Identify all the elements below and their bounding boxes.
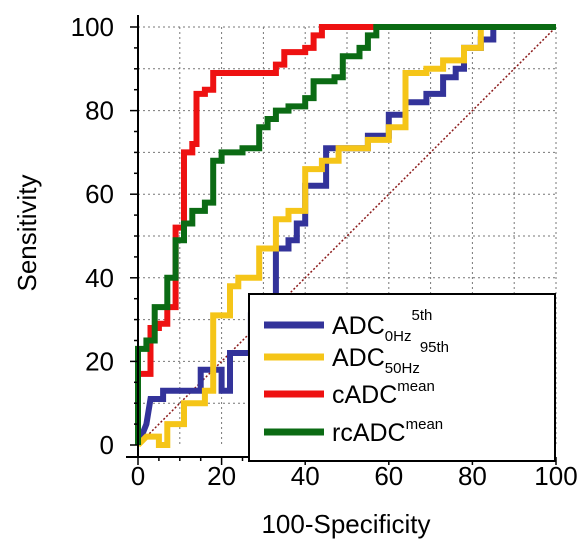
y-axis-label: Sensitivity	[12, 174, 42, 291]
series-line-adc-0hz	[135, 24, 556, 447]
legend-entry-label: ADC50Hz95th	[332, 339, 449, 377]
x-tick-labels: 0 20 40 60 80 100	[131, 461, 578, 491]
x-tick-label: 0	[131, 461, 145, 491]
x-axis-label: 100-Specificity	[261, 509, 430, 539]
legend-entry-label: rcADCmean	[332, 416, 443, 447]
x-tick-label: 60	[374, 461, 403, 491]
y-tick-label: 60	[85, 179, 114, 209]
series-line-adc-50hz	[135, 24, 556, 448]
y-tick-label: 80	[85, 96, 114, 126]
x-tick-label: 100	[534, 461, 577, 491]
y-tick-label: 20	[85, 346, 114, 376]
y-tick-label: 0	[100, 430, 114, 460]
legend-entry-label: ADC0Hz5th	[332, 307, 432, 345]
series-layer	[135, 24, 556, 448]
y-tick-label: 40	[85, 263, 114, 293]
series-line-cadc-mean	[135, 24, 556, 445]
y-tick-label: 100	[71, 12, 114, 42]
legend-entry-label: cADCmean	[332, 378, 435, 409]
x-tick-label: 20	[207, 461, 236, 491]
reference-diagonal-line	[137, 26, 557, 446]
y-tick-labels: 0 20 40 60 80 100	[71, 12, 114, 460]
series-line-rcadc-mean	[135, 24, 556, 445]
x-tick-label: 40	[291, 461, 320, 491]
x-tick-label: 80	[458, 461, 487, 491]
